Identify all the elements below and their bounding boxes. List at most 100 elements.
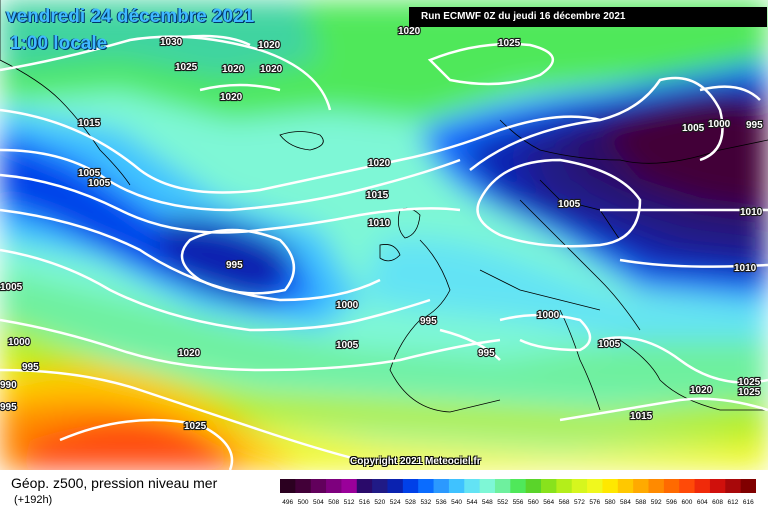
parameter-label: Géop. z500, pression niveau mer: [11, 475, 218, 491]
pressure-label: 1000: [8, 337, 31, 348]
pressure-label: 1025: [498, 38, 521, 49]
pressure-label: 1010: [368, 218, 391, 229]
pressure-label: 1005: [598, 339, 621, 350]
legend-tick: 600: [681, 499, 692, 506]
pressure-label: 1020: [368, 158, 391, 169]
legend-tick: 568: [559, 499, 570, 506]
pressure-label: 1015: [366, 190, 389, 201]
legend-tick: 524: [390, 499, 401, 506]
pressure-label: 1020: [690, 385, 713, 396]
copyright: Copyright 2021 Meteociel.fr: [350, 456, 481, 467]
legend-swatch: [740, 479, 756, 493]
lead-time: (+192h): [14, 494, 53, 506]
legend-tick: 584: [620, 499, 631, 506]
legend-swatch: [464, 479, 481, 493]
legend-tick: 608: [712, 499, 723, 506]
legend-tick: 528: [405, 499, 416, 506]
legend-swatch: [617, 479, 634, 493]
legend-tick: 576: [589, 499, 600, 506]
legend-tick: 564: [543, 499, 554, 506]
pressure-label: 1015: [630, 411, 653, 422]
pressure-label: 1020: [398, 26, 421, 37]
pressure-label: 1005: [78, 168, 101, 179]
legend-swatch: [372, 479, 388, 493]
legend-tick: 496: [282, 499, 293, 506]
legend-swatch: [341, 479, 358, 493]
legend-swatch: [663, 479, 680, 493]
pressure-label: 1025: [175, 62, 198, 73]
legend-swatch: [587, 479, 603, 493]
pressure-label: 1020: [258, 40, 281, 51]
legend-tick: 508: [328, 499, 339, 506]
pressure-label: 1020: [220, 92, 243, 103]
isobars: [0, 34, 768, 470]
forecast-date: vendredi 24 décembre 2021: [6, 6, 255, 27]
pressure-label: 1020: [260, 64, 283, 75]
legend-tick: 532: [420, 499, 431, 506]
legend-tick: 540: [451, 499, 462, 506]
legend-tick: 572: [574, 499, 585, 506]
legend-tick: 520: [374, 499, 385, 506]
legend-tick: 552: [497, 499, 508, 506]
legend-tick: 588: [635, 499, 646, 506]
pressure-label: 1000: [537, 310, 560, 321]
pressure-label: 995: [420, 316, 437, 327]
legend-tick: 536: [436, 499, 447, 506]
legend-tick: 596: [666, 499, 677, 506]
pressure-label: 1005: [682, 123, 705, 134]
legend-swatch: [448, 479, 465, 493]
legend-tick: 604: [697, 499, 708, 506]
legend-swatch: [494, 479, 511, 493]
pressure-label: 1005: [88, 178, 111, 189]
legend-swatch: [694, 479, 711, 493]
pressure-label: 995: [226, 260, 243, 271]
pressure-label: 1015: [78, 118, 101, 129]
color-legend: 496 500 504 508 512 516 520 524 528 532 536 540 544 5…: [280, 479, 756, 506]
legend-tick: 500: [298, 499, 309, 506]
legend-tick: 592: [651, 499, 662, 506]
pressure-label: 1010: [740, 207, 763, 218]
legend-swatch: [280, 479, 296, 493]
legend-swatch: [402, 479, 419, 493]
legend-tick: 580: [605, 499, 616, 506]
legend-swatch: [648, 479, 665, 493]
legend-tick: 612: [728, 499, 739, 506]
pressure-label: 990: [0, 380, 17, 391]
legend-swatch: [310, 479, 327, 493]
legend-tick: 556: [513, 499, 524, 506]
legend-swatch: [326, 479, 342, 493]
pressure-label: 995: [746, 120, 763, 131]
pressure-label: 1005: [336, 340, 359, 351]
legend-swatch: [295, 479, 312, 493]
legend-swatch: [356, 479, 373, 493]
legend-swatch: [679, 479, 696, 493]
legend-swatch: [633, 479, 650, 493]
pressure-label: 1020: [222, 64, 245, 75]
legend-tick: 560: [528, 499, 539, 506]
pressure-label: 1000: [336, 300, 359, 311]
legend-swatch: [525, 479, 542, 493]
pressure-label: 1005: [558, 199, 581, 210]
pressure-label: 1025: [738, 387, 761, 398]
pressure-label: 1000: [708, 119, 731, 130]
legend-tick: 548: [482, 499, 493, 506]
pressure-label: 1020: [178, 348, 201, 359]
legend-swatch: [387, 479, 404, 493]
legend-tick: 516: [359, 499, 370, 506]
legend-swatch: [725, 479, 742, 493]
pressure-label: 1025: [184, 421, 207, 432]
pressure-label: 1005: [0, 282, 23, 293]
legend-swatch: [709, 479, 726, 493]
legend-swatch: [541, 479, 557, 493]
legend-swatch: [418, 479, 435, 493]
pressure-label: 1030: [160, 37, 183, 48]
legend-tick: 616: [743, 499, 754, 506]
legend-tick: 544: [467, 499, 478, 506]
pressure-label: 995: [478, 348, 495, 359]
pressure-label: 1025: [738, 377, 761, 388]
legend-swatch: [433, 479, 450, 493]
forecast-time: 1:00 locale: [10, 33, 108, 54]
pressure-label: 995: [0, 402, 17, 413]
